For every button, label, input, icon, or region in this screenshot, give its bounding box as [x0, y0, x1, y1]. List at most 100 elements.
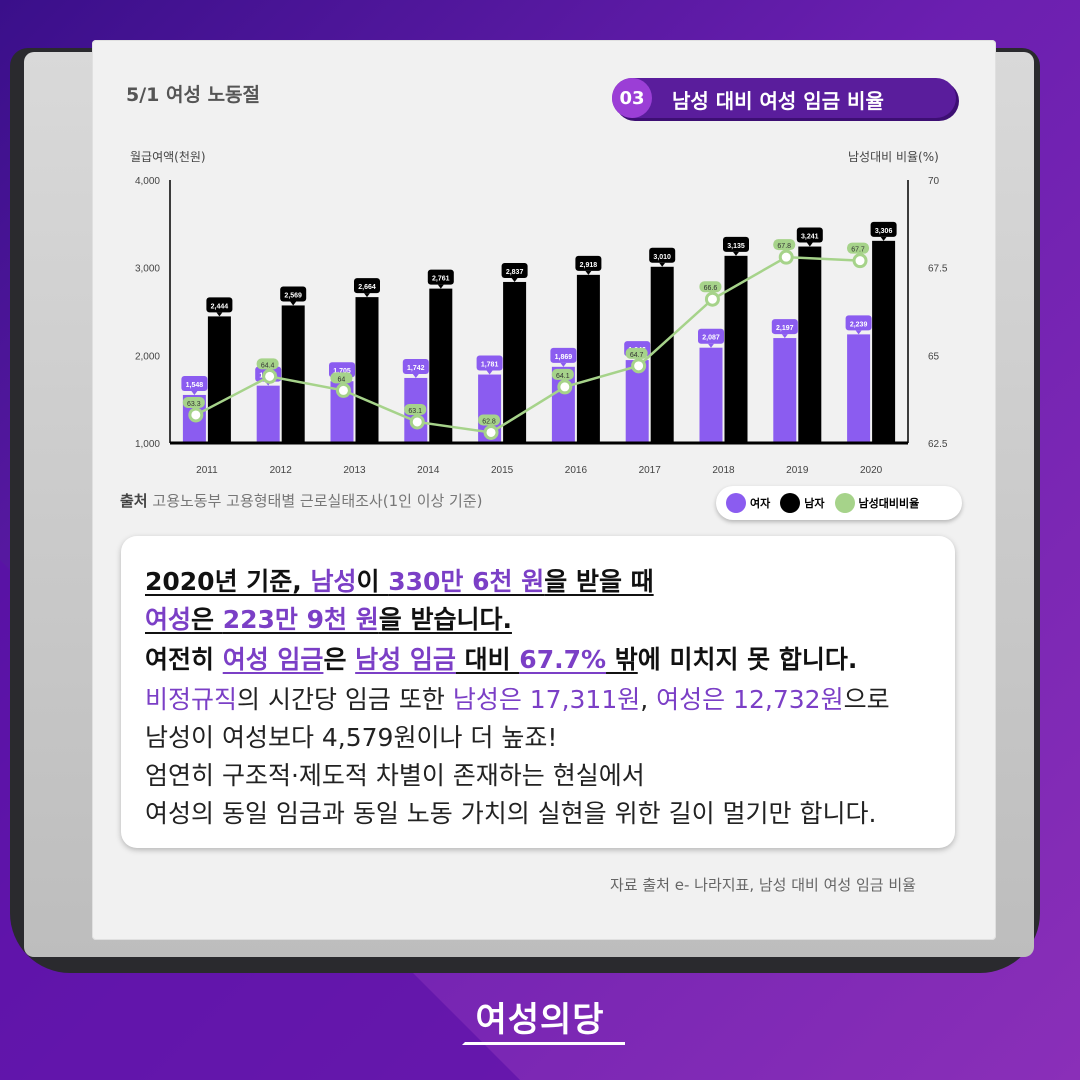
data-label-female: 1,548 — [186, 382, 204, 389]
data-label-male-pointer — [511, 277, 518, 282]
data-label-male-pointer — [585, 270, 592, 275]
data-label-female-bg — [181, 375, 208, 391]
data-label-male-bg — [280, 286, 307, 302]
left-tick-label: 3,000 — [135, 264, 160, 275]
legend: 여자 남자 남성대비비율 — [716, 486, 962, 520]
data-label-female-bg — [550, 347, 577, 363]
bar-male — [429, 288, 453, 443]
bar-female — [847, 334, 871, 443]
ratio-point — [557, 379, 573, 395]
ratio-point — [631, 358, 647, 374]
bar-female — [699, 347, 723, 443]
ratio-label: 64.4 — [261, 362, 275, 369]
ratio-point — [409, 414, 425, 430]
x-tick-label: 2015 — [491, 465, 514, 476]
data-label-male: 2,837 — [506, 269, 524, 276]
data-label-male: 2,761 — [432, 276, 450, 283]
source-note: 출처 고용노동부 고용형태별 근로실태조사(1인 이상 기준) — [120, 490, 483, 511]
ratio-label-bg — [625, 347, 648, 359]
ratio-label-bg — [478, 414, 501, 426]
data-label-female: 2,239 — [850, 321, 868, 328]
legend-ratio-swatch — [834, 493, 855, 513]
right-tick-label: 70 — [928, 176, 940, 187]
bar-female — [478, 374, 502, 443]
summary-line-2: 여성은 223만 9천 원을 받습니다. — [145, 605, 512, 634]
ratio-point — [778, 249, 794, 265]
data-label-female-bg — [402, 358, 429, 374]
legend-male-swatch — [780, 493, 801, 513]
data-label-male-pointer — [659, 262, 666, 267]
ratio-label-bg — [256, 358, 279, 370]
ratio-point — [188, 407, 204, 423]
x-tick-label: 2011 — [196, 465, 218, 476]
ratio-label-bg — [551, 368, 574, 380]
ratio-label-bg — [330, 372, 353, 384]
ratio-label: 63.1 — [408, 408, 422, 415]
legend-ratio-label: 남성대비비율 — [858, 497, 920, 510]
x-tick-label: 2013 — [343, 465, 366, 476]
x-tick-label: 2016 — [565, 465, 588, 476]
data-label-male-bg — [723, 236, 749, 252]
data-label-male-bg — [796, 227, 823, 243]
legend-ratio: 남성대비비율 — [834, 493, 920, 513]
data-label-female-pointer — [855, 330, 862, 335]
data-label-male-pointer — [216, 312, 223, 317]
data-label-male-bg — [206, 297, 233, 313]
data-label-female-pointer — [486, 370, 493, 375]
data-label-female: 1,705 — [333, 368, 351, 375]
ratio-label: 64.1 — [556, 373, 570, 380]
x-tick-label: 2019 — [786, 465, 809, 476]
data-label-male: 2,918 — [580, 262, 598, 269]
right-axis-title: 남성대비 비율(%) — [848, 150, 939, 164]
right-tick-label: 62.5 — [928, 439, 948, 450]
data-label-male: 2,444 — [211, 303, 229, 310]
left-tick-label: 1,000 — [135, 439, 160, 450]
data-label-male-bg — [649, 247, 676, 263]
bar-male — [724, 255, 748, 443]
ratio-label-bg — [773, 239, 796, 251]
data-label-male-pointer — [364, 293, 370, 298]
summary-line-1: 2020년 기준, 남성이 330만 6천 원을 받을 때 — [145, 567, 654, 596]
data-label-male-bg — [870, 221, 897, 237]
right-tick-label: 67.5 — [928, 264, 948, 275]
ratio-label: 66.6 — [704, 285, 718, 292]
ratio-point — [704, 291, 720, 307]
data-label-female-bg — [698, 328, 724, 344]
bar-male — [355, 297, 379, 443]
data-label-male-pointer — [806, 242, 813, 247]
legend-female-swatch — [726, 493, 746, 513]
badge-number: 03 — [612, 78, 652, 118]
data-label-female: 2,087 — [702, 335, 720, 342]
ratio-line — [195, 255, 861, 434]
badge-title: 남성 대비 여성 임금 비율 — [672, 89, 884, 113]
data-label-male-pointer — [733, 251, 739, 256]
data-label-male: 2,569 — [284, 292, 302, 299]
data-label-female: 1,781 — [481, 362, 499, 369]
data-label-female-pointer — [191, 390, 198, 395]
data-label-female-bg — [845, 315, 872, 331]
bar-male — [503, 281, 527, 443]
bar-male — [281, 305, 305, 443]
x-tick-label: 2017 — [639, 465, 662, 476]
x-tick-label: 2018 — [712, 465, 735, 476]
summary-line-5: 남성이 여성보다 4,579원이나 더 높죠! — [145, 723, 558, 752]
source-label: 출처 — [120, 492, 148, 510]
x-tick-label: 2012 — [270, 465, 293, 476]
data-label-female: 1,742 — [407, 365, 425, 372]
legend-female: 여자 — [726, 493, 770, 513]
ratio-label: 63.3 — [187, 401, 201, 408]
ratio-label: 67.8 — [777, 243, 791, 250]
bar-male — [207, 316, 231, 443]
x-tick-label: 2014 — [417, 465, 440, 476]
bar-male — [650, 266, 674, 443]
bar-female — [625, 360, 649, 443]
bar-male — [576, 274, 600, 443]
bar-male — [798, 246, 822, 443]
ratio-point — [852, 253, 868, 269]
brand-logo: 여성의당 — [475, 1000, 605, 1040]
data-label-male-bg — [427, 269, 454, 285]
ratio-point — [483, 424, 499, 440]
ratio-label: 64.7 — [630, 352, 644, 359]
summary-line-3: 여전히 여성 임금은 남성 임금 대비 67.7% 밖에 미치지 못 합니다. — [145, 645, 858, 674]
data-label-female: 1,869 — [555, 354, 573, 361]
